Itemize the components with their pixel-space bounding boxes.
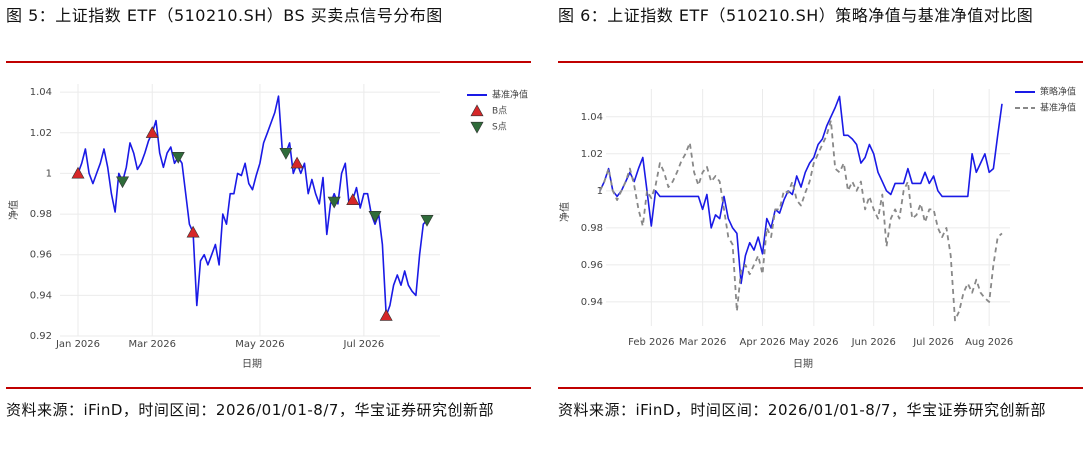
y-axis-title: 净值 xyxy=(7,200,20,220)
top-rule xyxy=(558,61,1083,63)
signal-marker xyxy=(420,215,434,227)
signal-marker xyxy=(379,309,393,321)
x-tick-label: Jul 2026 xyxy=(343,339,385,350)
source-note: 资料来源：iFinD，时间区间：2026/01/01-8/7，华宝证券研究创新部 xyxy=(558,401,1046,419)
figure-caption: 图 5：上证指数 ETF（510210.SH）BS 买卖点信号分布图 xyxy=(6,6,443,25)
top-rule xyxy=(6,61,531,63)
series-line xyxy=(77,95,428,317)
signal-marker xyxy=(346,193,360,205)
y-tick-label: 0.98 xyxy=(581,223,603,234)
signal-marker xyxy=(186,225,200,238)
signal-marker xyxy=(71,166,85,179)
x-tick-label: May 2026 xyxy=(235,339,284,350)
y-tick-label: 1.02 xyxy=(30,128,52,139)
x-axis-title: 日期 xyxy=(793,358,813,370)
x-tick-label: Apr 2026 xyxy=(740,337,786,348)
y-tick-label: 0.98 xyxy=(30,209,52,220)
legend-label: 策略净值 xyxy=(1040,86,1076,98)
legend-label: 基准净值 xyxy=(1040,102,1076,114)
legend-swatch xyxy=(470,104,484,117)
x-tick-label: Jun 2026 xyxy=(851,337,896,348)
series-line xyxy=(599,119,1003,322)
bottom-rule xyxy=(6,387,531,389)
series-line xyxy=(599,95,1003,285)
y-tick-label: 1 xyxy=(597,186,603,197)
legend-label: S点 xyxy=(492,122,507,133)
signal-marker xyxy=(145,126,159,138)
y-tick-label: 0.94 xyxy=(30,290,52,301)
source-note: 资料来源：iFinD，时间区间：2026/01/01-8/7，华宝证券研究创新部 xyxy=(6,401,494,419)
x-tick-label: Mar 2026 xyxy=(129,339,177,350)
x-tick-label: Jan 2026 xyxy=(55,339,100,350)
y-tick-label: 0.96 xyxy=(30,250,52,261)
y-tick-label: 0.94 xyxy=(581,297,603,308)
signal-marker xyxy=(116,176,130,189)
signal-marker xyxy=(279,147,293,160)
bottom-rule xyxy=(558,387,1083,389)
y-axis-title: 净值 xyxy=(558,202,571,222)
y-tick-label: 1.02 xyxy=(581,149,603,160)
y-tick-label: 0.96 xyxy=(581,260,603,271)
y-tick-label: 1 xyxy=(46,168,52,179)
legend-label: 基准净值 xyxy=(492,89,528,101)
legend-swatch xyxy=(470,121,484,134)
x-tick-label: Jul 2026 xyxy=(912,337,954,348)
x-tick-label: May 2026 xyxy=(789,337,838,348)
signal-marker xyxy=(368,210,382,223)
signal-marker xyxy=(171,152,185,164)
figure-caption: 图 6：上证指数 ETF（510210.SH）策略净值与基准净值对比图 xyxy=(558,6,1034,25)
signal-marker xyxy=(327,196,341,209)
signal-marker xyxy=(290,156,304,169)
x-tick-label: Feb 2026 xyxy=(628,337,674,348)
y-tick-label: 1.04 xyxy=(581,112,603,123)
x-tick-label: Mar 2026 xyxy=(679,337,727,348)
y-tick-label: 0.92 xyxy=(30,331,52,342)
legend-label: B点 xyxy=(492,106,507,117)
y-tick-label: 1.04 xyxy=(30,87,52,98)
x-axis-title: 日期 xyxy=(242,358,262,370)
x-tick-label: Aug 2026 xyxy=(965,337,1013,348)
